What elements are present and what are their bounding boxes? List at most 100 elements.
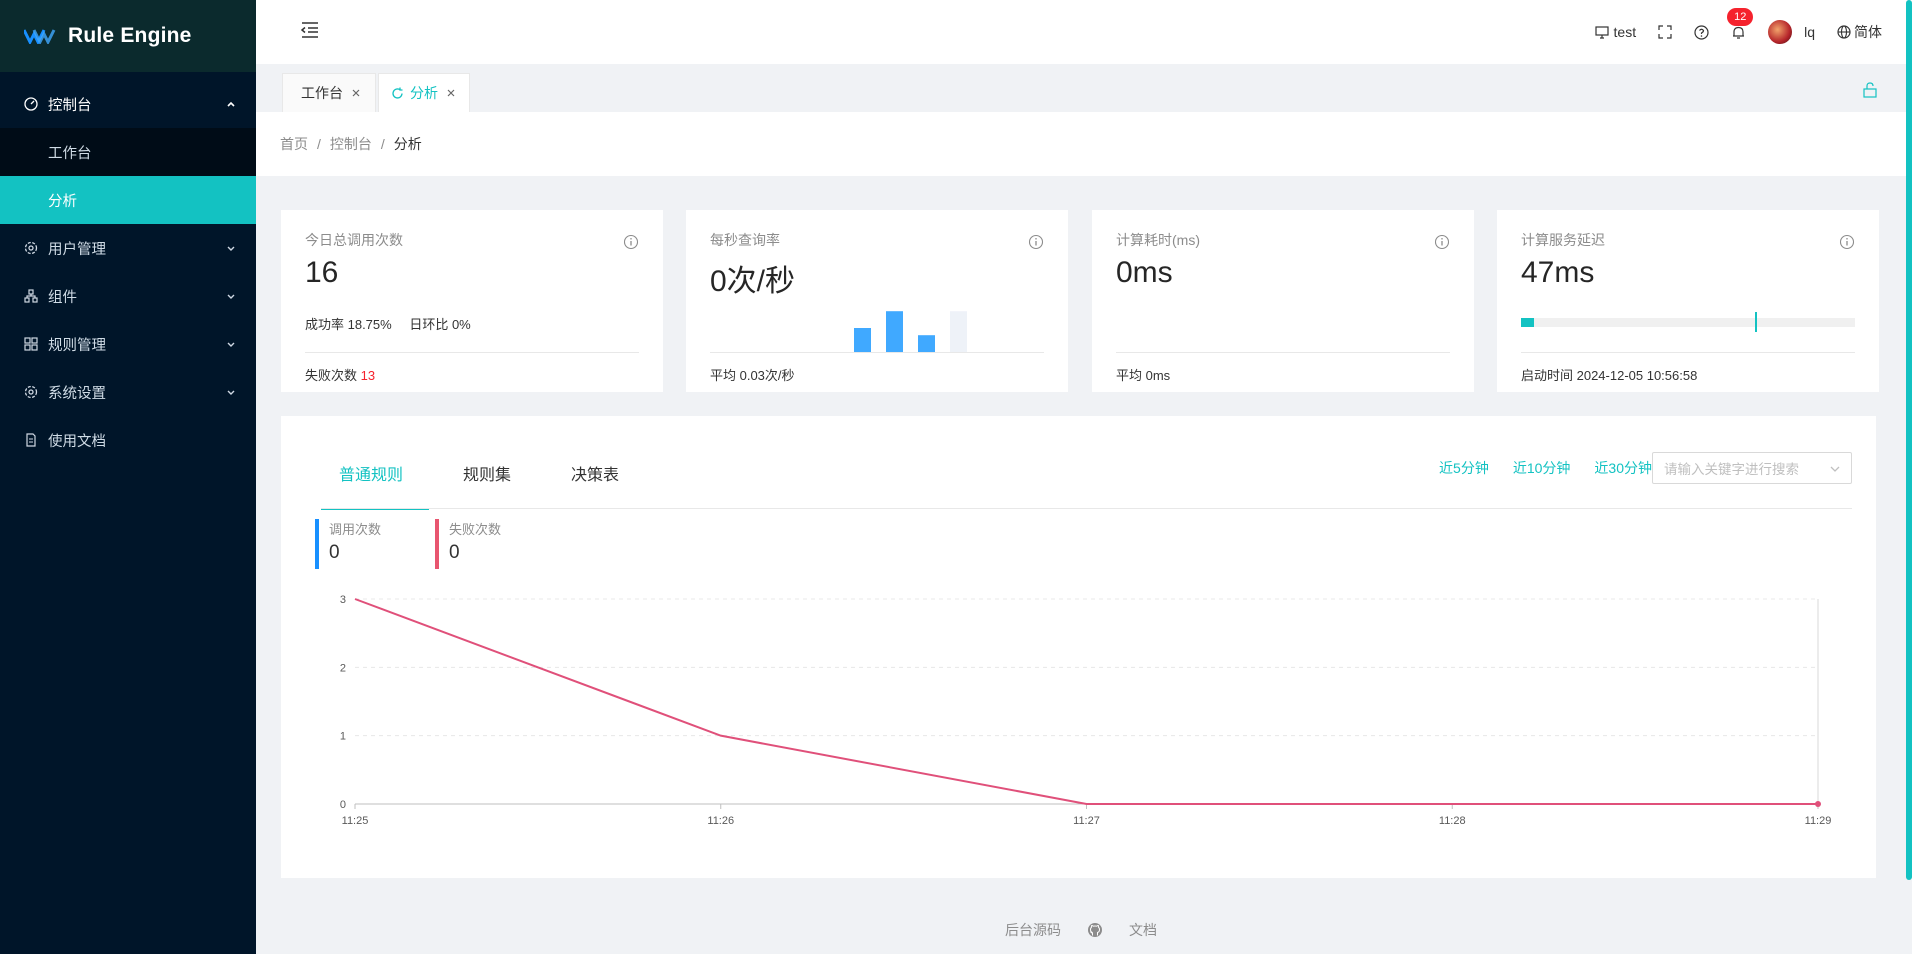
breadcrumb-separator: / [380,136,385,152]
day-over-day: 日环比 0% [409,317,471,332]
progress-fill [1521,318,1535,327]
chevron-down-icon [227,246,235,251]
info-icon[interactable] [1434,234,1450,250]
range-30min[interactable]: 近30分钟 [1594,460,1652,476]
stat-color-bar [435,519,439,569]
user-menu[interactable]: lq [1768,20,1815,44]
card-title: 今日总调用次数 [305,232,403,248]
username: lq [1804,24,1815,40]
sidebar-item-label: 分析 [48,193,77,210]
page-scrollbar[interactable] [1906,0,1912,880]
mini-bar-chart [854,311,967,352]
page-footer: 后台源码 文档 [256,920,1906,940]
search-select[interactable]: 请输入关键字进行搜索 [1652,452,1852,484]
success-rate: 成功率 18.75% [305,317,392,332]
sidebar-item-rule-management[interactable]: 规则管理 [0,320,256,368]
tabs-divider [321,508,1852,509]
card-title: 每秒查询率 [710,232,780,248]
footer-link-source[interactable]: 后台源码 [1005,922,1061,938]
card-title: 计算耗时(ms) [1116,232,1200,248]
info-icon[interactable] [1028,234,1044,250]
breadcrumb-console[interactable]: 控制台 [329,136,372,152]
sidebar-item-label: 组件 [48,289,77,306]
sidebar-item-dashboard[interactable]: 控制台 [0,80,256,128]
close-icon[interactable] [351,88,361,98]
x-tick-label: 11:27 [1073,815,1100,827]
y-tick-label: 2 [340,662,346,674]
unlock-icon[interactable] [1862,82,1878,98]
card-value: 47ms [1521,256,1595,289]
time-range-selector: 近5分钟 近10分钟 近30分钟 [1415,458,1652,478]
submenu-dashboard: 工作台 分析 [0,128,256,224]
sidebar-item-user-management[interactable]: 用户管理 [0,224,256,272]
fullscreen-icon [1658,25,1672,39]
language-label: 简体 [1854,24,1882,40]
sidebar-item-system-settings[interactable]: 系统设置 [0,368,256,416]
tab-workbench[interactable]: 工作台 [282,73,376,112]
series-line [354,598,1818,805]
help-button[interactable] [1694,24,1709,40]
sidebar-item-label: 控制台 [48,97,92,114]
sidebar-item-workbench[interactable]: 工作台 [0,128,256,176]
breadcrumb-separator: / [317,136,321,152]
chevron-down-icon [1830,466,1840,472]
breadcrumb: 首页 / 控制台 / 分析 [256,112,1906,176]
progress-bar [1521,312,1855,332]
sidebar-item-docs[interactable]: 使用文档 [0,416,256,464]
app-title: Rule Engine [68,24,192,47]
header: test 12 lq 简体 [256,0,1912,64]
sidebar-item-analysis[interactable]: 分析 [0,176,256,224]
stat-fail-count: 失败次数 0 [435,519,501,569]
x-tick-label: 11:28 [1439,815,1466,827]
globe-icon [1837,25,1851,39]
card-footer: 平均 0ms [1116,352,1450,384]
workspace-label: test [1613,24,1637,40]
mini-bar [886,311,903,352]
info-icon[interactable] [623,234,639,250]
stat-label: 失败次数 [449,522,502,537]
tab-rule-set[interactable]: 规则集 [463,440,521,506]
fail-label: 失败次数 [305,368,358,383]
language-switch[interactable]: 简体 [1837,22,1882,42]
close-icon[interactable] [446,88,456,98]
refresh-icon[interactable] [391,87,404,100]
gear-icon [24,241,38,255]
card-trend: 成功率 18.75% 日环比 0% [305,300,639,333]
fail-count: 13 [360,368,376,383]
tab-label: 工作台 [301,85,343,101]
range-10min[interactable]: 近10分钟 [1512,460,1571,476]
sidebar-item-label: 规则管理 [48,337,106,354]
stat-value: 0 [329,542,340,563]
chevron-down-icon [227,342,235,347]
chevron-up-icon [227,101,235,107]
notification-button[interactable]: 12 [1727,7,1754,40]
card-title: 计算服务延迟 [1521,232,1605,248]
breadcrumb-home[interactable]: 首页 [280,136,308,152]
chevron-down-icon [227,294,235,299]
tab-decision-table[interactable]: 决策表 [571,440,629,506]
gear-icon [24,385,38,399]
stat-color-bar [315,519,319,569]
card-value: 0次/秒 [710,265,796,298]
bell-icon [1733,26,1745,39]
github-icon[interactable] [1087,922,1103,938]
sidebar-item-components[interactable]: 组件 [0,272,256,320]
data-point[interactable] [1815,801,1821,807]
y-tick-label: 1 [340,731,346,743]
workspace-switch[interactable]: test [1594,24,1637,40]
footer-link-docs[interactable]: 文档 [1129,922,1157,938]
menu-fold-icon[interactable] [300,20,320,40]
tab-analysis[interactable]: 分析 [378,73,470,112]
progress-target [1754,312,1757,332]
card-value: 16 [305,256,339,289]
card-compute-time: 计算耗时(ms) 0ms 平均 0ms [1092,210,1474,392]
sidebar-item-label: 使用文档 [48,433,106,450]
range-5min[interactable]: 近5分钟 [1439,460,1489,476]
card-footer: 平均 0.03次/秒 [710,352,1044,384]
tab-normal-rule[interactable]: 普通规则 [320,440,430,510]
logo[interactable]: Rule Engine [0,0,256,72]
cluster-icon [24,289,38,303]
breadcrumb-current: 分析 [393,136,422,152]
fullscreen-button[interactable] [1658,25,1672,39]
info-icon[interactable] [1839,234,1855,250]
